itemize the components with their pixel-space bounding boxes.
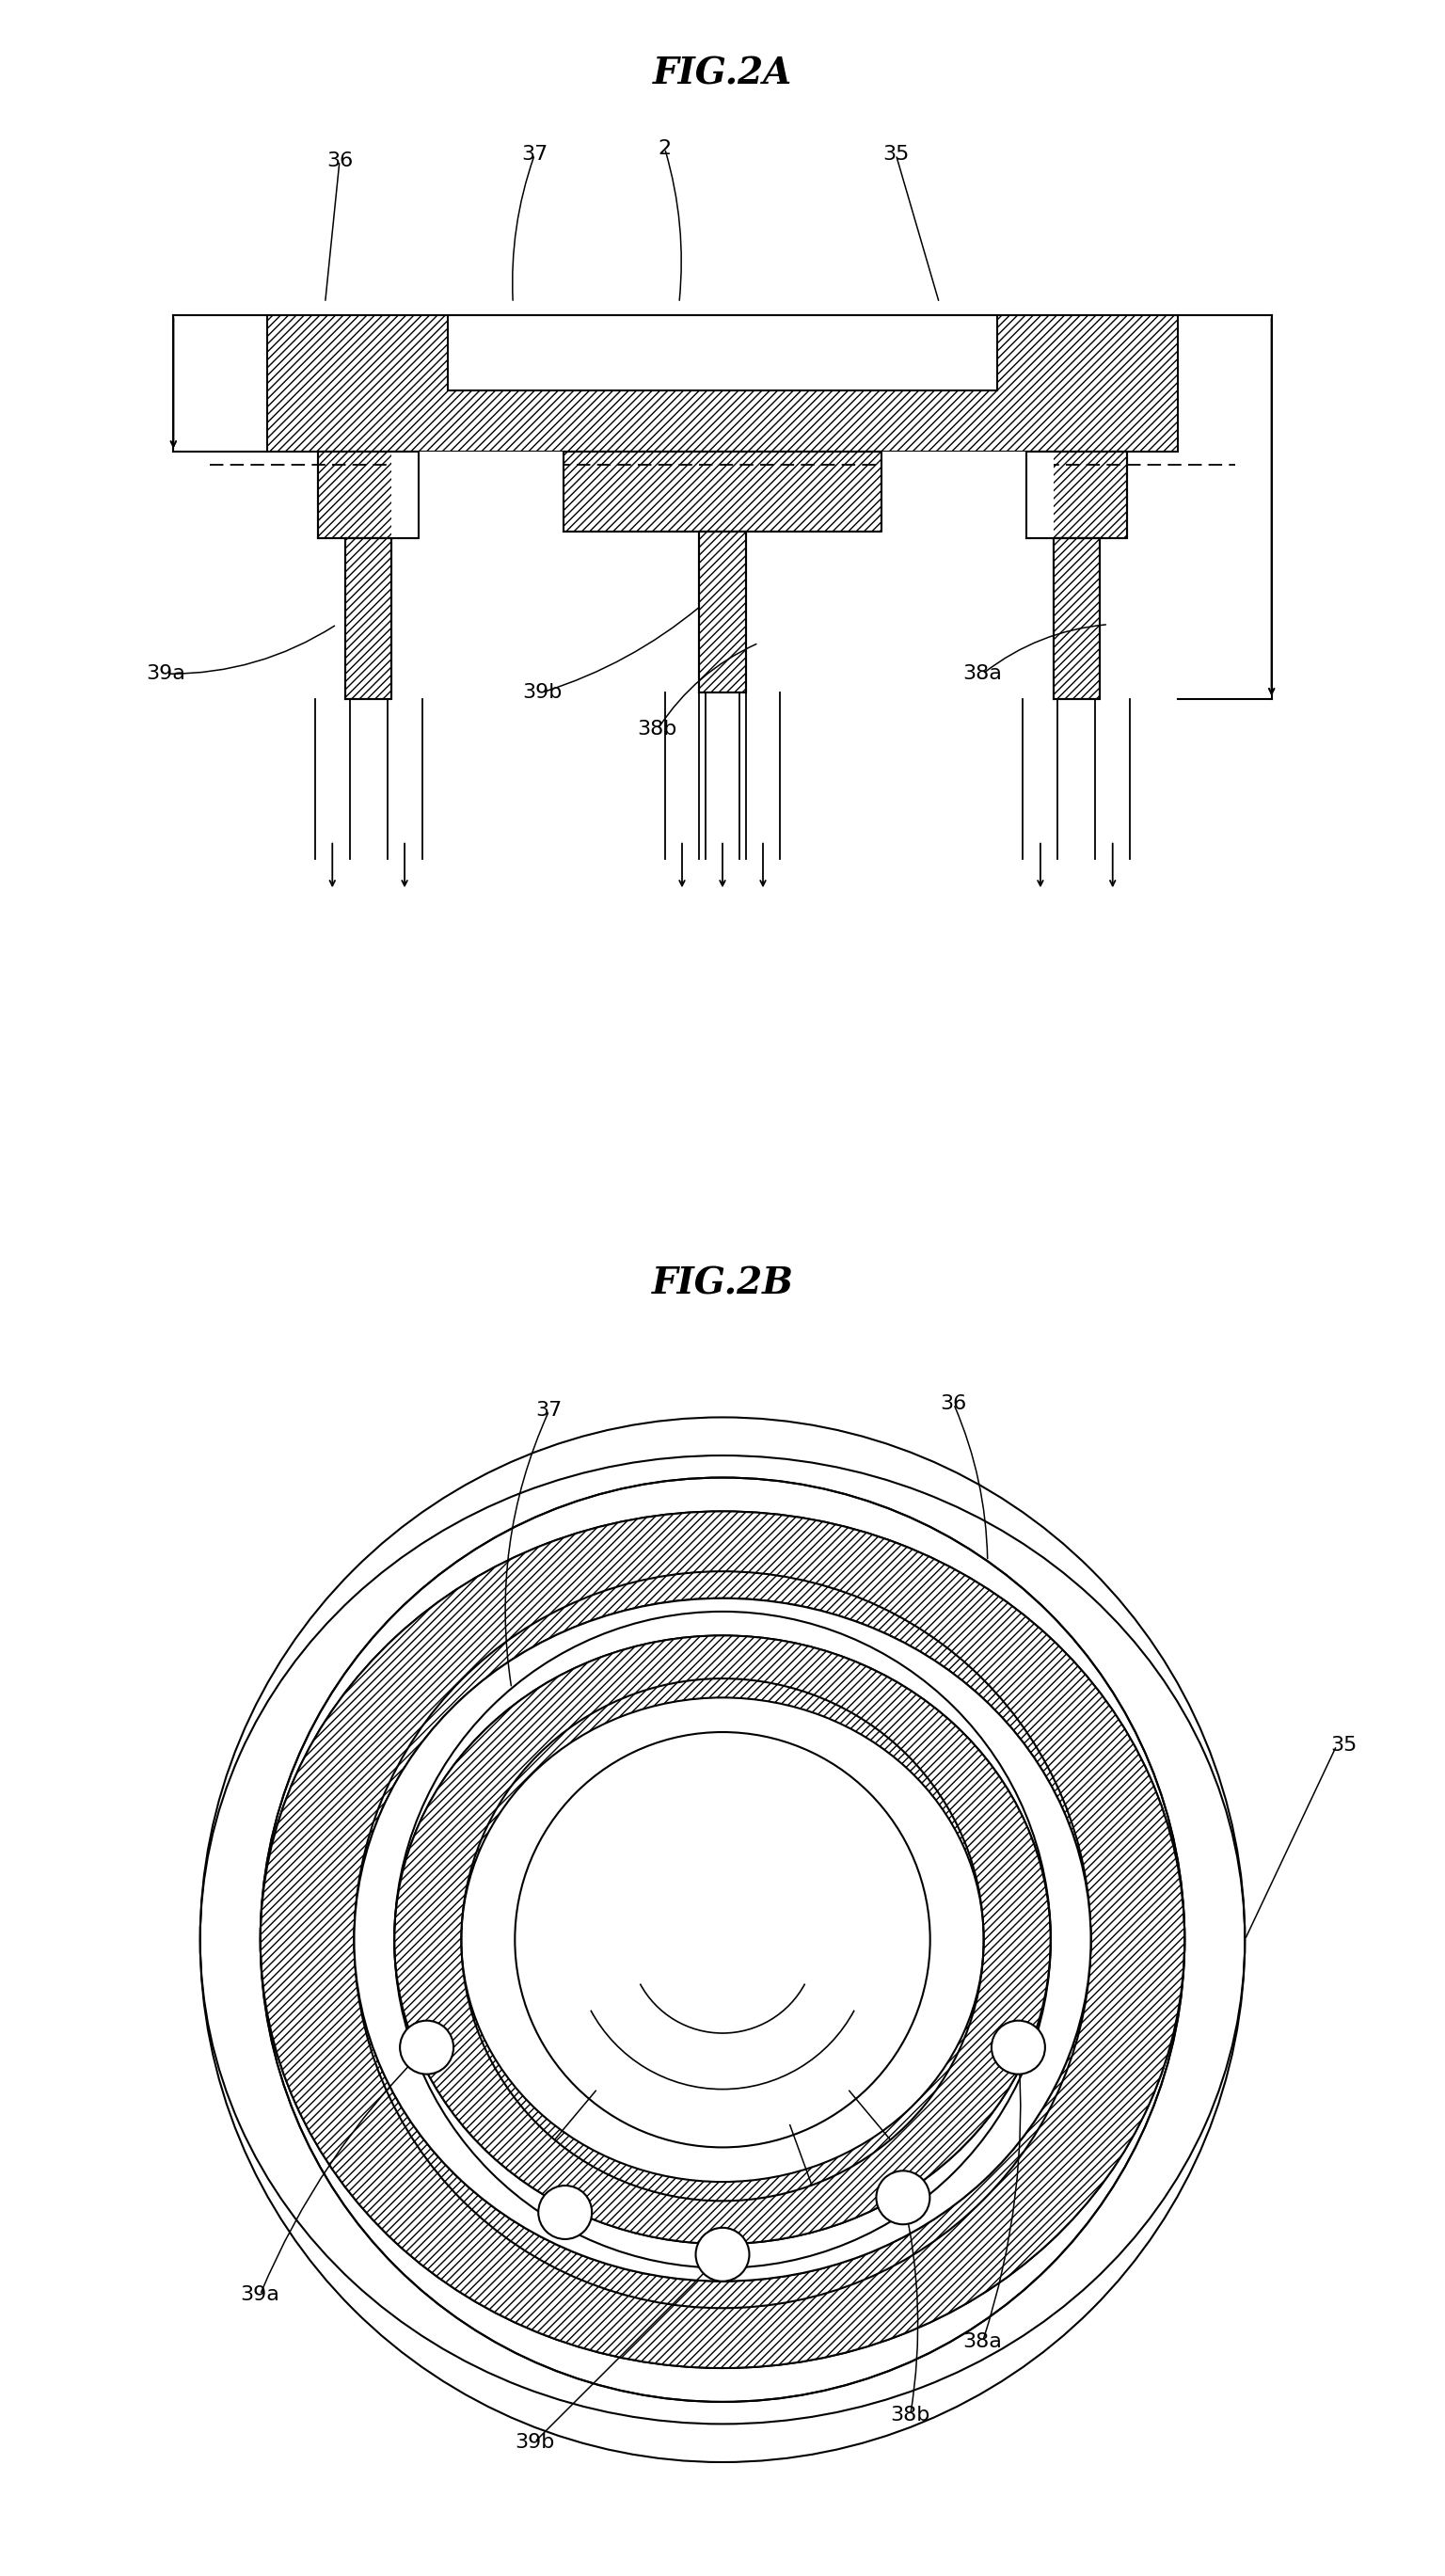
Bar xyxy=(1026,451,1127,538)
Bar xyxy=(564,451,881,531)
Wedge shape xyxy=(260,1512,1185,2367)
Text: FIG.2B: FIG.2B xyxy=(652,1265,793,1301)
Ellipse shape xyxy=(876,2172,929,2226)
Text: FIG.2A: FIG.2A xyxy=(653,57,792,93)
Text: 38b: 38b xyxy=(637,721,678,739)
Bar xyxy=(699,531,746,693)
Bar xyxy=(1053,538,1100,698)
Ellipse shape xyxy=(400,2020,454,2074)
Bar xyxy=(564,451,881,531)
Text: 39b: 39b xyxy=(522,683,562,701)
Bar xyxy=(318,451,419,538)
Bar xyxy=(267,314,1178,451)
Text: 35: 35 xyxy=(1331,1736,1357,1754)
Wedge shape xyxy=(394,1636,1051,2244)
Text: 39a: 39a xyxy=(240,2285,280,2303)
Text: 39a: 39a xyxy=(146,665,186,683)
Text: 38a: 38a xyxy=(962,2331,1003,2352)
Text: 37: 37 xyxy=(536,1401,562,1419)
Text: 39b: 39b xyxy=(514,2432,555,2452)
Bar xyxy=(1026,451,1127,538)
Text: 35: 35 xyxy=(883,144,909,165)
Ellipse shape xyxy=(539,2184,592,2239)
Bar xyxy=(1053,538,1100,698)
Text: 38b: 38b xyxy=(890,2406,931,2424)
Text: 38a: 38a xyxy=(962,665,1003,683)
Ellipse shape xyxy=(514,1731,931,2148)
Bar xyxy=(881,451,1053,538)
Text: 2: 2 xyxy=(657,139,672,157)
Ellipse shape xyxy=(991,2020,1045,2074)
Bar xyxy=(345,538,392,698)
Bar xyxy=(448,314,997,389)
Bar xyxy=(267,314,1178,451)
Text: 36: 36 xyxy=(327,152,353,170)
Bar xyxy=(392,451,564,538)
Bar xyxy=(318,451,419,538)
Wedge shape xyxy=(354,1597,1091,2282)
Ellipse shape xyxy=(695,2228,750,2282)
Bar xyxy=(345,538,392,698)
Text: 37: 37 xyxy=(522,144,548,165)
Bar xyxy=(699,531,746,693)
Text: 36: 36 xyxy=(941,1394,967,1414)
